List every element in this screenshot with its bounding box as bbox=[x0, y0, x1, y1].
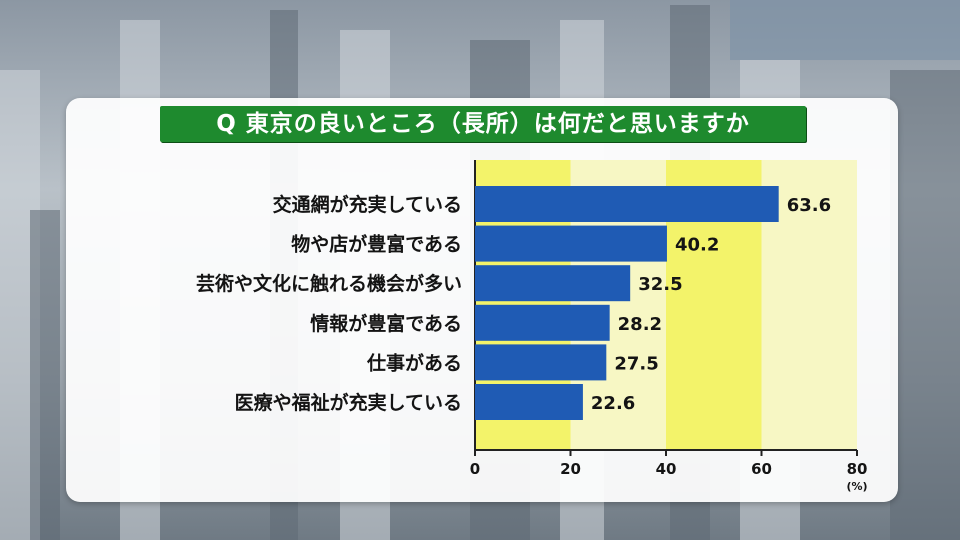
bar bbox=[475, 265, 631, 302]
value-label: 27.5 bbox=[614, 353, 658, 374]
x-tick-label: 20 bbox=[560, 460, 581, 478]
x-tick-label: 40 bbox=[656, 460, 677, 478]
value-label: 63.6 bbox=[787, 195, 831, 216]
x-tick-label: 60 bbox=[751, 460, 772, 478]
x-tick-label: 80 bbox=[847, 460, 868, 478]
bar bbox=[475, 225, 667, 262]
category-label: 仕事がある bbox=[366, 351, 462, 374]
chart-title: Q 東京の良いところ（長所）は何だと思いますか bbox=[160, 106, 806, 142]
category-label: 情報が豊富である bbox=[310, 312, 462, 335]
value-label: 28.2 bbox=[618, 314, 662, 335]
value-label: 32.5 bbox=[638, 274, 682, 295]
bar bbox=[475, 384, 583, 420]
value-label: 40.2 bbox=[675, 235, 719, 256]
category-label: 医療や福祉が充実している bbox=[235, 391, 462, 414]
x-tick-label: 0 bbox=[470, 460, 480, 478]
bar bbox=[475, 344, 607, 381]
category-label: 交通網が充実している bbox=[273, 193, 462, 216]
bar bbox=[475, 186, 779, 222]
value-label: 22.6 bbox=[591, 393, 635, 414]
unit-label: (%) bbox=[846, 480, 867, 493]
category-label: 芸術や文化に触れる機会が多い bbox=[196, 272, 462, 295]
category-label: 物や店が豊富である bbox=[291, 233, 462, 256]
bar bbox=[475, 304, 610, 341]
background-water bbox=[730, 0, 960, 60]
